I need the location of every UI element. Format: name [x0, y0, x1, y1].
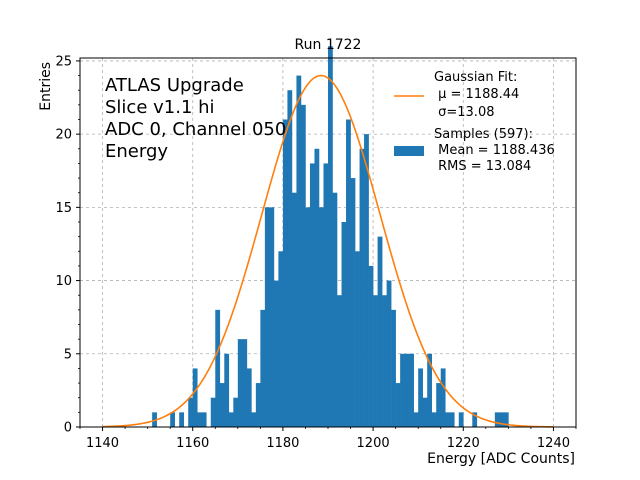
x-axis-label: Energy [ADC Counts]: [427, 451, 575, 467]
annotation-line-3: ADC 0, Channel 050: [105, 119, 286, 140]
y-tick-label: 25: [55, 54, 72, 69]
histogram-bar: [251, 412, 257, 427]
histogram-bar: [328, 46, 333, 428]
histogram-bar: [309, 163, 315, 427]
histogram-bar: [458, 412, 464, 427]
y-tick-label: 10: [55, 274, 72, 289]
histogram-bar: [373, 295, 378, 427]
histogram-bar: [445, 412, 451, 427]
x-tick-label: 1140: [86, 436, 119, 451]
histogram-bar: [494, 412, 500, 427]
histogram-bar: [170, 412, 175, 427]
histogram-bar: [395, 383, 401, 427]
histogram-bar: [269, 207, 275, 427]
legend-samples-line-3: RMS = 13.084: [434, 159, 531, 174]
histogram-bar: [291, 192, 297, 427]
histogram-bar: [499, 412, 505, 427]
histogram-bar: [242, 339, 248, 427]
histogram-bar: [409, 353, 414, 427]
y-tick-label: 15: [55, 201, 72, 216]
y-axis-label: Entries: [38, 62, 54, 111]
histogram-bar: [197, 412, 203, 427]
histogram-bars: [152, 46, 509, 428]
x-tick-label: 1220: [447, 436, 480, 451]
histogram-bar: [449, 412, 455, 427]
histogram-bar: [413, 412, 419, 427]
histogram-bar: [391, 309, 396, 427]
histogram-bar: [300, 104, 306, 427]
histogram-bar: [260, 309, 266, 427]
histogram-bar: [210, 397, 216, 427]
legend-samples-swatch: [394, 146, 424, 156]
histogram-bar: [314, 148, 320, 428]
legend-fit-line-3: σ=13.08: [434, 105, 494, 120]
histogram-bar: [323, 163, 329, 427]
histogram-bar: [404, 353, 410, 427]
histogram-bar: [179, 412, 185, 427]
x-tick-label: 1160: [176, 436, 209, 451]
legend-fit-line-2: μ = 1188.44: [434, 87, 519, 102]
histogram-bar: [287, 90, 293, 427]
legend-samples-line-2: Mean = 1188.436: [434, 143, 555, 158]
histogram-bar: [233, 397, 239, 427]
histogram-bar: [219, 383, 225, 427]
histogram-bar: [337, 295, 342, 427]
histogram-bar: [278, 251, 284, 427]
histogram-bar: [355, 251, 360, 427]
histogram-bar: [224, 353, 230, 427]
x-tick-label: 1180: [266, 436, 299, 451]
histogram-bar: [346, 119, 351, 427]
legend: Gaussian Fit: μ = 1188.44 σ=13.08 Sample…: [394, 70, 555, 174]
histogram-bar: [418, 368, 423, 427]
annotation-block: ATLAS Upgrade Slice v1.1 hi ADC 0, Chann…: [105, 75, 286, 162]
histogram-bar: [246, 368, 252, 427]
histogram-bar: [201, 412, 207, 427]
histogram-bar: [332, 192, 338, 427]
histogram-bar: [472, 412, 478, 427]
chart-title: Run 1722: [295, 37, 362, 53]
histogram-bar: [237, 339, 243, 427]
histogram-bar: [440, 368, 446, 427]
histogram-bar: [359, 148, 365, 428]
histogram-bar: [188, 397, 194, 427]
histogram-bar: [422, 397, 428, 427]
axis-ticks: 1140 1160 1180 1200 1220 1240 0 5 10 15 20 25: [55, 54, 577, 451]
histogram-bar: [386, 280, 392, 427]
histogram-bar: [503, 412, 509, 427]
x-tick-label: 1200: [357, 436, 390, 451]
histogram-bar: [215, 309, 221, 427]
y-tick-label: 20: [55, 128, 72, 143]
histogram-bar: [318, 207, 324, 427]
x-tick-label: 1240: [537, 436, 570, 451]
histogram-bar: [255, 383, 261, 427]
histogram-bar: [377, 236, 383, 427]
histogram-bar: [228, 412, 234, 427]
histogram-bar: [305, 207, 311, 427]
histogram-bar: [273, 280, 279, 427]
histogram-bar: [431, 412, 437, 427]
histogram-bar: [382, 295, 387, 427]
histogram-bar: [350, 178, 356, 427]
histogram-bar: [264, 207, 270, 427]
annotation-line-1: ATLAS Upgrade: [105, 75, 244, 96]
legend-samples-line-1: Samples (597):: [434, 127, 533, 142]
y-tick-label: 5: [64, 347, 72, 362]
histogram-bar: [400, 353, 405, 427]
y-tick-label: 0: [64, 421, 72, 436]
legend-fit-line-1: Gaussian Fit:: [434, 70, 517, 85]
histogram-bar: [282, 119, 288, 427]
histogram-bar: [296, 75, 302, 428]
histogram-bar: [341, 222, 347, 427]
annotation-line-2: Slice v1.1 hi: [105, 97, 215, 118]
histogram-bar: [436, 383, 442, 427]
annotation-line-4: Energy: [105, 141, 168, 162]
gaussian-fit-curve: [102, 74, 554, 428]
histogram-bar: [368, 265, 374, 427]
histogram-bar: [364, 134, 369, 427]
histogram-bar: [192, 368, 198, 427]
histogram-bar: [427, 353, 433, 427]
